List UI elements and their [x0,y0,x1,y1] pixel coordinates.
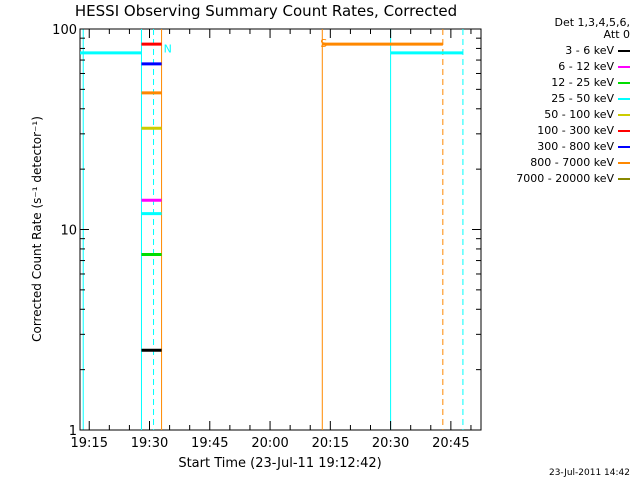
x-axis-label: Start Time (23-Jul-11 19:12:42) [178,456,381,471]
plot-frame [79,28,482,431]
legend-swatch [618,81,630,84]
plot-area: 1 10 100 19:15 19:30 19:45 20:00 20:15 20:30 20:4… [52,23,482,451]
legend-item: 12 - 25 keV [551,76,630,89]
x-tick-label: 20:15 [312,436,349,451]
legend-item-label: 6 - 12 keV [558,60,614,73]
legend-swatch [618,145,630,148]
legend-item: 3 - 6 keV [565,44,630,57]
legend-item: 6 - 12 keV [558,60,630,73]
legend-swatch [618,113,630,116]
y-tick-label: 10 [60,224,77,239]
y-tick-label: 1 [69,424,77,439]
legend-swatch [618,49,630,52]
legend-item-label: 100 - 300 keV [537,124,614,137]
legend-item-label: 800 - 7000 keV [530,156,614,169]
x-tick-label: 20:30 [372,436,409,451]
chart-title: HESSI Observing Summary Count Rates, Cor… [75,2,457,20]
legend-item: 100 - 300 keV [537,124,630,137]
legend-swatch [618,65,630,68]
legend-item-label: 50 - 100 keV [544,108,614,121]
annotation-label: N [164,42,172,55]
legend-item-label: 300 - 800 keV [537,140,614,153]
legend-item: 7000 - 20000 keV [516,172,630,185]
legend-item-label: 25 - 50 keV [551,92,614,105]
legend-item: 300 - 800 keV [537,140,630,153]
x-tick-label: 20:00 [251,436,288,451]
legend-item-label: 3 - 6 keV [565,44,614,57]
legend-header: Att 0 [603,28,630,41]
legend-swatch [618,161,630,164]
legend-item-label: 12 - 25 keV [551,76,614,89]
legend-swatch [618,177,630,180]
footer-timestamp: 23-Jul-2011 14:42 [549,468,630,478]
legend-item: 50 - 100 keV [544,108,630,121]
x-tick-label: 19:30 [131,436,168,451]
legend-header: Det 1,3,4,5,6, [554,16,630,29]
annotation-label: S [320,37,327,50]
legend-item-label: 7000 - 20000 keV [516,172,614,185]
y-tick-label: 100 [52,23,77,38]
legend-swatch [618,97,630,100]
legend-item: 800 - 7000 keV [530,156,630,169]
x-tick-label: 19:15 [71,436,108,451]
x-tick-label: 19:45 [191,436,228,451]
legend-item: 25 - 50 keV [551,92,630,105]
legend-swatch [618,129,630,132]
x-tick-label: 20:45 [432,436,469,451]
y-axis-label: Corrected Count Rate (s⁻¹ detector⁻¹) [30,116,44,342]
